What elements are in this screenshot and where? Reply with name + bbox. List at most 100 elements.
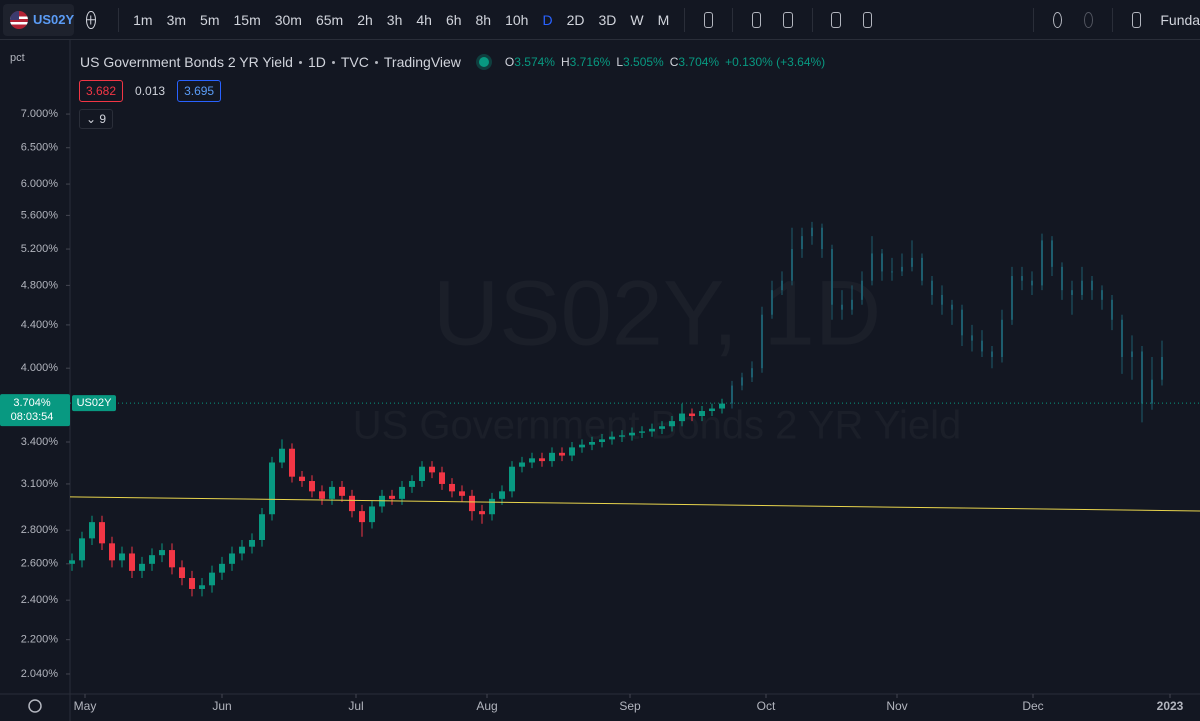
candle-body <box>239 546 245 554</box>
fullscreen-button[interactable] <box>1131 11 1142 28</box>
x-tick-label: Jul <box>348 699 363 713</box>
candle-body <box>229 553 235 564</box>
candle-body <box>159 550 165 556</box>
candle-body <box>529 458 535 463</box>
candle-body <box>399 486 405 499</box>
candle-body <box>1011 276 1013 320</box>
candle-body <box>709 408 715 412</box>
candle-body <box>289 448 295 477</box>
candle-body <box>89 522 95 539</box>
candle-body <box>149 555 155 564</box>
candle-body <box>639 431 645 433</box>
candle-body <box>169 550 175 568</box>
undo-button[interactable] <box>1052 11 1062 28</box>
candle-body <box>771 290 773 315</box>
interval-button[interactable]: 8h <box>475 11 492 28</box>
candle-body <box>209 572 215 586</box>
separator <box>331 60 335 64</box>
candle-body <box>901 266 903 272</box>
y-tick-label: 3.100% <box>21 478 59 490</box>
candle-body <box>329 486 335 499</box>
indicators-button[interactable] <box>751 11 762 28</box>
candle-body <box>931 280 933 295</box>
flag <box>10 10 28 29</box>
candle-body <box>449 483 455 492</box>
settings-icon[interactable] <box>28 699 42 713</box>
candle-body <box>349 495 355 512</box>
interval-button[interactable]: W <box>630 11 644 28</box>
candle-body <box>179 567 185 579</box>
indicators-collapse[interactable]: ⌄ 9 <box>79 109 114 129</box>
market-status <box>478 57 489 67</box>
ohlc-value: 3.716% <box>569 55 611 69</box>
candle-body <box>1061 266 1063 291</box>
interval-button[interactable]: M <box>657 11 670 28</box>
replay-button[interactable] <box>862 11 873 28</box>
candle-body <box>629 432 635 436</box>
interval-button[interactable]: 5m <box>200 11 220 28</box>
candle-body <box>881 253 883 272</box>
interval-button[interactable]: 2D <box>566 11 585 28</box>
legend-source: TradingView <box>383 54 461 70</box>
watermark-symbol: US02Y, 1D <box>433 262 881 364</box>
x-tick-label: Sep <box>619 699 641 713</box>
alert-button[interactable] <box>831 11 841 28</box>
y-tick-label: 2.800% <box>21 524 59 536</box>
y-tick-label: 4.400% <box>21 319 59 331</box>
separator <box>374 60 378 64</box>
candle-body <box>781 280 783 291</box>
compare-button[interactable] <box>86 10 96 29</box>
indicator-values: 3.682 0.013 3.695 <box>79 80 222 102</box>
candle-body <box>1141 351 1143 404</box>
y-tick-label: 2.040% <box>21 668 59 680</box>
candle-body <box>389 495 395 499</box>
candle-body <box>249 540 255 547</box>
interval-button[interactable]: 6h <box>445 11 462 28</box>
interval-button[interactable]: 15m <box>233 11 261 28</box>
ohlc-key: O <box>504 55 515 69</box>
candle-body <box>599 439 605 442</box>
candle-body <box>319 491 325 499</box>
interval-button[interactable]: 10h <box>505 11 529 28</box>
candle-body <box>189 578 195 589</box>
candle-body <box>719 403 725 409</box>
interval-button[interactable]: 2h <box>357 11 373 28</box>
fundamentals-button[interactable]: Funda <box>1160 11 1200 28</box>
candle-body <box>731 385 733 404</box>
candle-body <box>921 257 923 281</box>
candle-body <box>659 426 665 429</box>
time-axis-bg <box>0 694 1200 721</box>
candle-body <box>479 511 485 515</box>
candle-body <box>811 227 813 237</box>
symbol-badge-label: US02Y <box>77 397 113 409</box>
ohlc-key: C <box>669 55 679 69</box>
watermark-title: US Government Bonds 2 YR Yield <box>353 404 961 448</box>
legend-exchange: TVC <box>340 54 369 70</box>
candle-body <box>751 368 753 378</box>
interval-button[interactable]: 1m <box>133 11 153 28</box>
ohlc-key: H <box>560 55 570 69</box>
candle-body <box>539 458 545 462</box>
templates-button[interactable] <box>783 11 793 28</box>
y-tick-label: 7.000% <box>21 108 59 120</box>
candle-body <box>259 514 265 541</box>
x-tick-label: Aug <box>476 699 497 713</box>
candle-body <box>519 462 525 467</box>
interval-button[interactable]: 30m <box>274 11 302 28</box>
interval-button[interactable]: 3h <box>386 11 403 28</box>
trend-line <box>69 496 1200 512</box>
y-tick-label: 4.800% <box>21 279 59 291</box>
candle-body <box>741 377 743 386</box>
chart-type-button[interactable] <box>703 11 714 28</box>
redo-button[interactable] <box>1083 11 1094 28</box>
interval-button[interactable]: D <box>542 11 553 28</box>
interval-button[interactable]: 65m <box>315 11 344 28</box>
interval-button[interactable]: 3D <box>598 11 617 28</box>
candle-body <box>109 543 115 561</box>
y-unit: pct <box>10 52 25 64</box>
interval-button[interactable]: 3m <box>166 11 187 28</box>
candle-body <box>971 335 973 341</box>
symbol-search[interactable]: US02Y <box>3 3 75 36</box>
interval-button[interactable]: 4h <box>416 11 432 28</box>
